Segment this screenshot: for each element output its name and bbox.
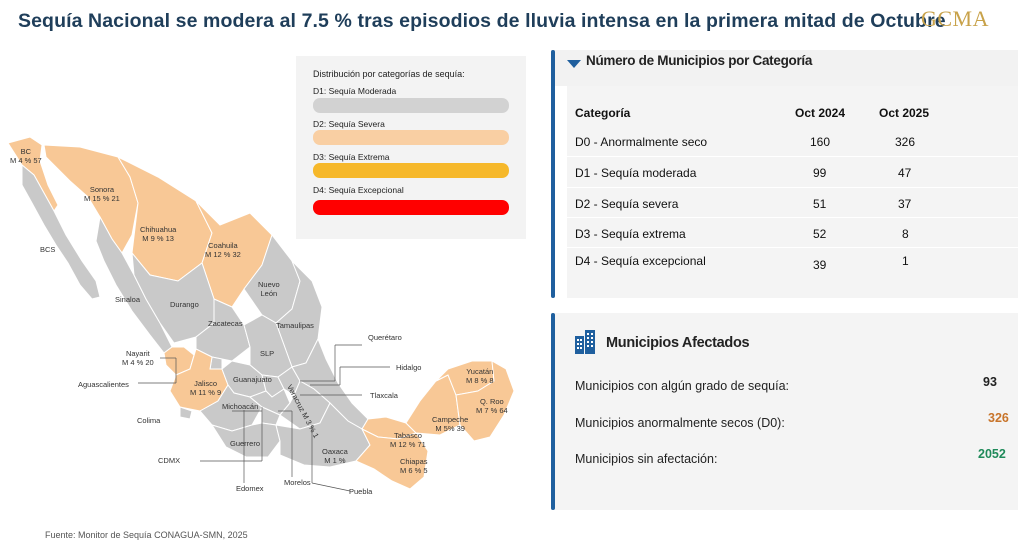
- map-label-chiapas: Chiapas M 6 % 5: [400, 457, 428, 475]
- legend-label-d2: D2: Sequía Severa: [313, 119, 385, 129]
- map-label-michoacan: Michoacán: [222, 402, 259, 411]
- leader-puebla-h: [311, 482, 351, 492]
- table-cell-oct2024: 39: [813, 258, 827, 272]
- affected-municipalities-panel: [551, 313, 1018, 510]
- map-label-coahuila: Coahuila M 12 % 32: [205, 241, 241, 259]
- map-label-nuevo-leon: Nuevo León: [258, 280, 280, 298]
- legend-label-d4: D4: Sequía Excepcional: [313, 185, 404, 195]
- stat-value-unaffected: 2052: [978, 447, 1006, 461]
- table-body-bg: [567, 86, 1018, 298]
- table-cell-category: D4 - Sequía excepcional: [575, 254, 706, 268]
- legend-bar-d3: [313, 163, 509, 178]
- map-label-edomex: Edomex: [236, 484, 264, 493]
- map-label-guerrero: Guerrero: [230, 439, 261, 448]
- map-region-qroo: [455, 360, 515, 442]
- stat-label-drought: Municipios con algún grado de sequía:: [575, 379, 790, 393]
- table-cell-oct2024: 99: [813, 166, 827, 180]
- table-header-oct2024: Oct 2024: [795, 106, 846, 120]
- table-row-divider: [567, 156, 1018, 157]
- legend-bar-d4: [313, 200, 509, 215]
- map-label-jalisco: Jalisco M 11 % 9: [190, 379, 222, 397]
- table-cell-category: D3 - Sequía extrema: [575, 227, 686, 241]
- stat-value-d0: 326: [988, 411, 1009, 425]
- table-cell-oct2025: 47: [898, 166, 912, 180]
- table-row-divider: [567, 247, 1018, 248]
- map-label-oaxaca: Oaxaca M 1 %: [322, 447, 348, 465]
- table-cell-oct2025: 37: [898, 197, 912, 211]
- table-row-divider: [567, 217, 1018, 218]
- table-cell-category: D1 - Sequía moderada: [575, 166, 697, 180]
- map-label-nayarit: Nayarit M 4 % 20: [122, 349, 154, 367]
- building-icon: [575, 330, 595, 354]
- table-header-oct2025: Oct 2025: [879, 106, 930, 120]
- map-label-campeche: Campeche M 5% 39: [432, 415, 469, 433]
- legend-bar-d1: [313, 98, 509, 113]
- map-label-zacatecas: Zacatecas: [208, 319, 243, 328]
- stats-title: Municipios Afectados: [606, 335, 750, 351]
- map-label-tlaxcala: Tlaxcala: [370, 391, 398, 400]
- map-label-morelos: Morelos: [284, 478, 311, 487]
- map-label-hidalgo: Hidalgo: [396, 363, 422, 372]
- legend-title: Distribución por categorías de sequía:: [313, 69, 465, 79]
- map-region-bcs: [21, 163, 101, 300]
- mexico-map-svg: [7, 136, 515, 492]
- map-label-bc: BC M 4 % 57: [10, 147, 42, 165]
- map-label-slp: SLP: [260, 349, 275, 358]
- gcma-logo: GCMA: [921, 6, 990, 31]
- map-region-chiapas: [355, 427, 429, 490]
- category-table-panel: [551, 50, 1018, 298]
- map-label-tabasco: Tabasco M 12 % 71: [390, 431, 426, 449]
- source-note: Fuente: Monitor de Sequía CONAGUA-SMN, 2…: [45, 530, 248, 540]
- map-label-guanajuato: Guanajuato: [233, 375, 272, 384]
- map-label-tamaulipas: Tamaulipas: [276, 321, 314, 330]
- table-cell-oct2024: 51: [813, 197, 827, 211]
- table-row-divider: [567, 187, 1018, 188]
- map-label-queretaro: Querétaro: [368, 333, 402, 342]
- table-cell-oct2024: 160: [810, 135, 831, 149]
- map-label-bcs: BCS: [40, 245, 56, 254]
- map-label-durango: Durango: [170, 300, 199, 309]
- table-cell-category: D2 - Sequía severa: [575, 197, 679, 211]
- page-title: Sequía Nacional se modera al 7.5 % tras …: [18, 10, 946, 32]
- map-label-yucatan: Yucatán M 8 % 8: [466, 367, 494, 385]
- table-title: Número de Municipios por Categoría: [586, 53, 813, 68]
- legend-label-d3: D3: Sequía Extrema: [313, 152, 390, 162]
- legend-label-d1: D1: Sequía Moderada: [313, 86, 397, 96]
- stat-label-unaffected: Municipios sin afectación:: [575, 452, 718, 466]
- map-label-qroo: Q. Roo M 7 % 64: [476, 397, 508, 415]
- table-header-category: Categoría: [575, 106, 631, 120]
- table-cell-category: D0 - Anormalmente seco: [575, 135, 708, 149]
- map-region-colima: [179, 406, 193, 420]
- table-cell-oct2025: 1: [902, 254, 909, 268]
- stat-label-d0: Municipios anormalmente secos (D0):: [575, 416, 785, 430]
- panel-accent-bar: [551, 50, 555, 298]
- map-label-chihuahua: Chihuahua M 9 % 13: [140, 225, 177, 243]
- map-label-sonora: Sonora M 15 % 21: [84, 185, 120, 203]
- table-cell-oct2025: 8: [902, 227, 909, 241]
- table-cell-oct2024: 52: [813, 227, 827, 241]
- table-cell-oct2025: 326: [895, 135, 916, 149]
- map-label-sinaloa: Sinaloa: [115, 295, 141, 304]
- map-label-puebla: Puebla: [349, 487, 373, 496]
- legend-bar-d2: [313, 130, 509, 145]
- panel-accent-bar: [551, 313, 555, 510]
- stat-value-drought: 93: [983, 375, 997, 389]
- map-label-cdmx: CDMX: [158, 456, 181, 465]
- map-label-colima: Colima: [137, 416, 161, 425]
- map-label-aguascalientes: Aguascalientes: [78, 380, 129, 389]
- caret-down-icon: [567, 60, 581, 68]
- drought-legend: Distribución por categorías de sequía: D…: [296, 56, 526, 239]
- mexico-drought-map: BC M 4 % 57 BCS Sonora M 15 % 21 Chihuah…: [0, 85, 545, 515]
